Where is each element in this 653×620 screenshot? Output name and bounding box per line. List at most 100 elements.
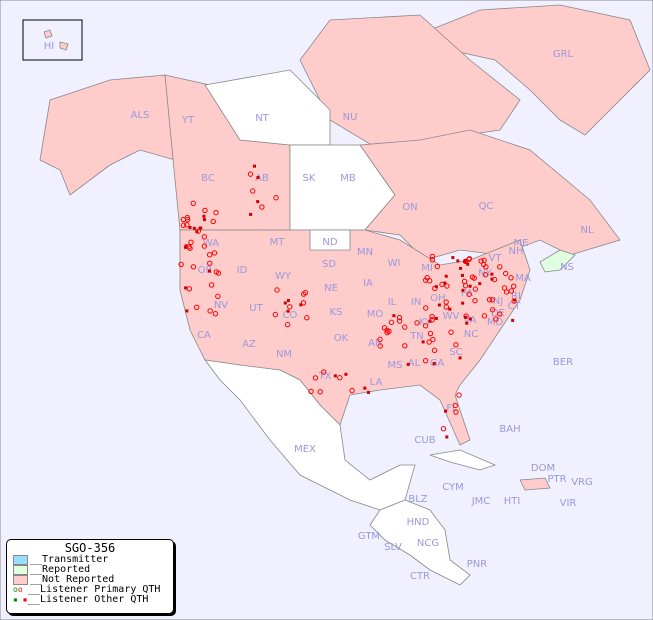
listener-primary-marker — [461, 278, 468, 285]
listener-primary-marker — [317, 389, 323, 395]
region-label-az: AZ — [242, 339, 256, 350]
listener-other-marker — [451, 256, 455, 260]
square-marker-icon: ▪ ▪ — [13, 595, 28, 604]
listener-primary-marker — [215, 293, 221, 300]
listener-primary-marker — [386, 328, 392, 335]
listener-primary-marker — [422, 323, 429, 329]
listener-other-marker — [444, 274, 448, 278]
listener-primary-marker — [493, 316, 499, 322]
legend-other-qth: ▪ ▪ __Listener Other QTH — [13, 594, 149, 605]
listener-primary-marker — [414, 320, 420, 326]
region-label-sc: SC — [449, 347, 462, 358]
region-label-il: IL — [388, 297, 397, 308]
region-label-al: AL — [408, 358, 421, 369]
region-label-bah: BAH — [499, 424, 520, 435]
region-label-jmc: JMC — [471, 496, 491, 507]
listener-other-marker — [448, 307, 452, 311]
listener-primary-marker — [483, 264, 489, 270]
listener-primary-marker — [402, 343, 408, 349]
listener-primary-marker — [284, 321, 291, 328]
listener-primary-marker — [184, 217, 191, 223]
region-label-wa: WA — [203, 238, 219, 249]
listener-primary-marker — [207, 308, 213, 314]
listener-other-marker — [286, 309, 290, 313]
listener-primary-marker — [273, 195, 279, 201]
region-label-cub: CUB — [414, 435, 435, 446]
listener-other-marker — [456, 259, 460, 263]
listener-primary-marker — [190, 200, 196, 207]
listener-primary-marker — [302, 289, 309, 296]
region-label-mex: MEX — [294, 444, 316, 455]
listener-primary-marker — [511, 298, 517, 304]
region-label-ber: BER — [553, 357, 573, 368]
listener-primary-marker — [422, 357, 429, 364]
listener-other-marker — [468, 284, 472, 288]
listener-primary-marker — [178, 261, 184, 268]
region-label-ns: NS — [560, 262, 574, 273]
listener-primary-marker — [448, 329, 454, 335]
region-label-ma: MA — [515, 273, 531, 284]
listener-primary-marker — [511, 283, 517, 289]
legend: SGO-356 __Transmitter __Reported __Not R… — [6, 539, 174, 614]
region-label-als: ALS — [131, 110, 150, 121]
listener-primary-marker — [201, 243, 208, 249]
region-label-nd: ND — [322, 237, 337, 248]
listener-other-marker — [363, 386, 367, 390]
listener-primary-marker — [427, 330, 434, 337]
listener-other-marker — [344, 372, 348, 376]
listener-other-marker — [513, 298, 517, 302]
region-label-oh: OH — [430, 293, 445, 304]
region-label-tn: TN — [409, 331, 424, 342]
listener-primary-marker — [381, 325, 388, 331]
region-label-nj: NJ — [493, 296, 503, 307]
reported-swatch — [13, 565, 28, 575]
region-label-ky: KY — [419, 317, 432, 328]
listener-other-marker — [286, 299, 290, 303]
region-label-tx: TX — [318, 371, 332, 382]
region-label-me: ME — [514, 238, 529, 249]
listener-other-marker — [253, 164, 257, 168]
listener-primary-marker — [337, 375, 343, 381]
listener-primary-marker — [429, 313, 435, 320]
listener-primary-marker — [508, 275, 514, 281]
listener-other-marker — [283, 301, 287, 305]
listener-primary-marker — [486, 297, 493, 303]
listener-primary-marker — [210, 218, 216, 225]
region-label-nc: NC — [464, 329, 478, 340]
listener-primary-marker — [186, 286, 193, 292]
region-nd — [309, 229, 351, 251]
listener-primary-marker — [208, 282, 215, 288]
listener-other-marker — [463, 259, 467, 263]
listener-other-marker — [466, 262, 470, 266]
region-label-ms: MS — [388, 360, 403, 371]
region-label-mn: MN — [357, 247, 373, 258]
region-grl — [429, 4, 651, 136]
listener-primary-marker — [212, 311, 219, 317]
listener-other-marker — [184, 244, 188, 248]
listener-primary-marker — [466, 291, 472, 297]
region-als — [39, 74, 176, 196]
listener-primary-marker — [184, 214, 191, 221]
listener-primary-marker — [304, 315, 310, 321]
listener-primary-marker — [429, 317, 435, 323]
listener-primary-marker — [188, 239, 194, 246]
region-label-yt: YT — [181, 115, 195, 126]
legend-not-reported: __Not Reported — [7, 575, 173, 585]
region-label-wi: WI — [388, 258, 401, 269]
listener-primary-marker — [429, 253, 436, 260]
region-label-ny: NY — [478, 268, 492, 279]
region-central-america — [369, 499, 471, 586]
region-label-va: VA — [463, 315, 476, 326]
listener-other-marker — [256, 200, 260, 204]
listener-other-marker — [478, 282, 482, 286]
listener-primary-marker — [481, 313, 488, 319]
listener-primary-marker — [456, 392, 462, 398]
region-label-sd: SD — [322, 259, 336, 270]
listener-primary-marker — [434, 263, 440, 270]
region-hi — [43, 29, 69, 51]
region-label-nh: NH — [509, 246, 524, 257]
legend-primary-qth: oo __Listener Primary QTH — [13, 584, 161, 595]
listener-other-marker — [421, 340, 425, 344]
listener-other-marker — [256, 176, 260, 180]
